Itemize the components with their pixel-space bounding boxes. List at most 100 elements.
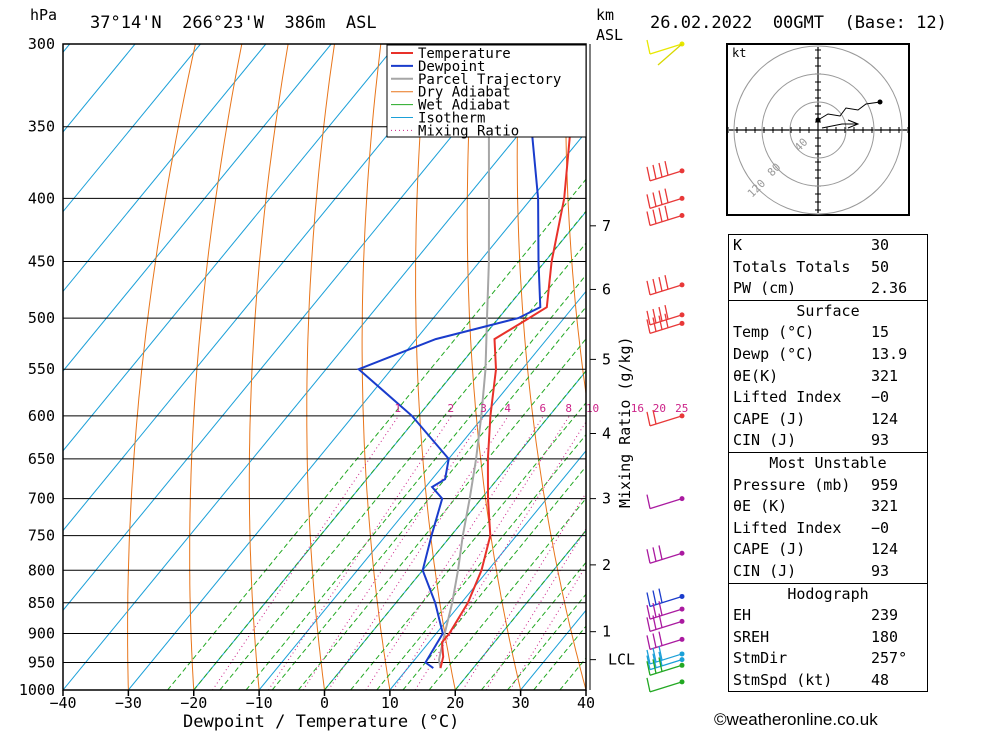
pressure-tick-label: 950 [28, 653, 55, 671]
km-tick-label: LCL [608, 651, 635, 669]
hodograph-stat-row: SREH 180 [729, 627, 927, 649]
wind-barb-flag [646, 310, 651, 325]
mixing-ratio-line [392, 415, 570, 690]
isotherm-line [63, 44, 201, 213]
wind-barb-flag [646, 39, 651, 55]
index-row: PW (cm) 2.36 [729, 278, 927, 300]
hodograph-ring [789, 101, 847, 159]
x-tick-label: −30 [115, 694, 142, 712]
surface-value: 13.9 [871, 344, 908, 363]
wind-barb-flag [664, 188, 669, 203]
legend-item: Wet Adiabat [418, 98, 511, 114]
mixing-ratio-line [302, 415, 485, 690]
location-title: 37°14'N 266°23'W 386m ASL [90, 13, 377, 33]
wet-adiabat-line [245, 274, 586, 690]
wind-barb-staff [649, 595, 683, 608]
index-key: Totals Totals [733, 257, 851, 276]
x-tick-label: −20 [180, 694, 207, 712]
surface-value: 93 [871, 431, 890, 450]
surface-row: CAPE (J) 124 [729, 409, 927, 431]
surface-value: 321 [871, 366, 899, 385]
pressure-tick-label: 600 [28, 407, 55, 425]
wind-barb-flag [646, 617, 651, 632]
mixing-ratio-tick-label: 8 [565, 402, 572, 415]
hodograph-stat-key: StmSpd (kt) [733, 670, 833, 689]
wind-barb-flag [652, 547, 657, 562]
wind-barb-flag [646, 635, 651, 650]
mixing-ratio-tick-label: 4 [504, 402, 511, 415]
wind-barb-flag [652, 209, 657, 224]
surface-title: Surface [729, 299, 927, 323]
wind-barb-flag [652, 590, 657, 605]
surface-row: Lifted Index −0 [729, 387, 927, 409]
wind-barb-flag [646, 166, 651, 181]
pressure-tick-label: 400 [28, 189, 55, 207]
index-row: Totals Totals 50 [729, 257, 927, 279]
x-tick-label: 20 [446, 694, 464, 712]
wind-barb-flag [646, 661, 651, 676]
pressure-tick-label: 700 [28, 490, 55, 508]
x-tick-label: 10 [381, 694, 399, 712]
hodograph-stat-key: EH [733, 606, 752, 625]
wind-barb-flag [664, 160, 669, 176]
wind-barb-staff [649, 608, 683, 620]
km-tick-label: 2 [602, 556, 611, 574]
hodograph-stat-row: StmSpd (kt) 48 [729, 670, 927, 692]
wind-barb-flag [664, 305, 669, 320]
x-tick-label: 30 [512, 694, 530, 712]
most-unstable-row: Pressure (mb) 959 [729, 475, 927, 497]
hodograph-ring [761, 73, 875, 187]
wind-barb-flag [658, 190, 663, 205]
pressure-unit: hPa [30, 6, 57, 24]
km-tick-label: 7 [602, 217, 611, 235]
wind-barb-flag [646, 677, 651, 693]
surface-key: CAPE (J) [733, 409, 806, 428]
dry-adiabat-line [937, 44, 1000, 690]
pressure-tick-label: 850 [28, 594, 55, 612]
most-unstable-key: θE (K) [733, 497, 788, 516]
legend-item: Dry Adiabat [418, 85, 511, 101]
km-tick-label: 3 [602, 490, 611, 508]
wind-barb-flag [652, 164, 657, 180]
mixing-ratio-tick-label: 25 [675, 402, 688, 415]
wind-barb-flag [646, 655, 651, 670]
hodograph-stat-key: StmDir [733, 649, 788, 668]
datetime-title: 26.02.2022 00GMT (Base: 12) [650, 13, 947, 33]
temperature-line [439, 44, 581, 669]
pressure-tick-label: 750 [28, 527, 55, 545]
mixing-ratio-tick-label: 3 [480, 402, 487, 415]
surface-row: Temp (°C) 15 [729, 322, 927, 344]
km-tick-label: 1 [602, 623, 611, 641]
index-row: K 30 [729, 235, 927, 257]
wind-barb-flag [646, 211, 651, 226]
wet-adiabat-line [219, 242, 586, 690]
hodograph-trace [817, 101, 881, 121]
pressure-tick-label: 300 [28, 35, 55, 53]
hodograph-stats-title: Hodograph [729, 582, 927, 606]
wind-barb-flag [664, 205, 669, 220]
hodograph-stat-value: 239 [871, 606, 899, 625]
surface-key: Dewp (°C) [733, 344, 815, 363]
most-unstable-key: CIN (J) [733, 561, 797, 580]
wind-barb-staff [649, 552, 683, 564]
hodograph-stat-key: SREH [733, 627, 770, 646]
wind-barb-flag [646, 319, 651, 334]
index-value: 50 [871, 257, 890, 276]
surface-row: Dewp (°C) 13.9 [729, 344, 927, 366]
wind-barb-flag [658, 315, 663, 330]
pressure-tick-label: 550 [28, 360, 55, 378]
dry-adiabat-line [306, 44, 335, 690]
wind-barb-flag [658, 613, 663, 628]
wind-barb-flag [658, 646, 663, 661]
legend-item: Parcel Trajectory [418, 72, 561, 88]
dry-adiabat-line [516, 44, 586, 690]
mixing-ratio-tick-label: 10 [586, 402, 599, 415]
surface-row: CIN (J) 93 [729, 430, 927, 452]
isotherm-line [258, 290, 586, 690]
surface-value: 124 [871, 409, 899, 428]
wind-barb-staff [649, 322, 683, 335]
pressure-tick-label: 1000 [19, 681, 55, 699]
